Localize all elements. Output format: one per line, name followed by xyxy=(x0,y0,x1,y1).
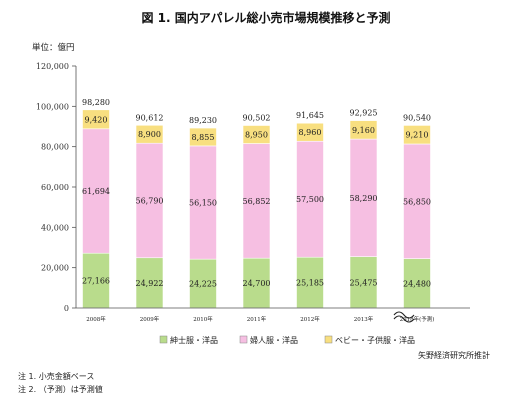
legend-label: ベビー・子供服・洋品 xyxy=(335,335,415,345)
x-tick-label: 2009年 xyxy=(140,315,160,323)
bar-segment xyxy=(349,138,378,257)
bar-value-label: 8,855 xyxy=(192,133,215,142)
note-2: 注 2. （予測）は予測値 xyxy=(18,384,103,394)
bar-segment xyxy=(135,142,164,259)
y-tick-label: 60,000 xyxy=(41,183,69,192)
bar-segment xyxy=(189,127,217,147)
bar-total-label: 92,925 xyxy=(350,109,378,118)
bar-value-label: 8,960 xyxy=(299,128,322,137)
legend-swatch xyxy=(239,335,248,344)
note-1: 注 1. 小売金額ベース xyxy=(18,371,94,381)
bar-segment xyxy=(403,258,431,309)
bar-segment xyxy=(403,143,431,259)
bar-value-label: 9,420 xyxy=(85,115,108,124)
bar-value-label: 24,480 xyxy=(403,279,431,288)
bar-value-label: 24,700 xyxy=(243,279,271,288)
bar-value-label: 25,475 xyxy=(350,278,378,287)
x-tick-label: 2011年 xyxy=(247,315,267,323)
x-tick-label: 2008年 xyxy=(86,315,106,323)
x-tick-label: 2010年 xyxy=(193,315,213,323)
legend-label: 紳士服・洋品 xyxy=(170,335,218,345)
y-axis-ticks: 0 20,000 40,000 60,000 80,000 100,000 120,000 xyxy=(36,62,76,313)
bar-total-label: 90,540 xyxy=(403,113,431,122)
bar-value-label: 8,900 xyxy=(138,130,161,139)
bar-value-label: 8,950 xyxy=(245,131,268,140)
axes xyxy=(75,66,470,309)
bar-segment xyxy=(189,145,217,260)
unit-label: 単位：億円 xyxy=(32,42,75,53)
bar-segment xyxy=(403,125,431,145)
bar-segment xyxy=(135,124,164,144)
bar-total-label: 98,280 xyxy=(82,98,110,107)
x-tick-label: 2012年 xyxy=(300,315,320,323)
bar-value-label: 56,790 xyxy=(136,196,164,205)
axis-break-icon xyxy=(393,311,415,323)
y-tick-label: 80,000 xyxy=(41,143,69,152)
bars: 27,166 61,694 9,420 98,280 24,922 56,790 8,900… xyxy=(82,98,431,309)
bar-segment xyxy=(349,256,378,309)
bar-segment xyxy=(189,258,217,309)
bar-segment xyxy=(242,143,271,259)
bar-value-label: 24,225 xyxy=(189,280,217,289)
y-tick-label: 0 xyxy=(64,304,69,313)
bar-total-label: 89,230 xyxy=(189,116,217,125)
legend: 紳士服・洋品 婦人服・洋品 ベビー・子供服・洋品 xyxy=(159,335,415,345)
y-tick-label: 20,000 xyxy=(41,264,69,273)
bar-segment xyxy=(82,128,110,254)
chart-title: 図 1. 国内アパレル総小売市場規模推移と予測 xyxy=(141,10,390,25)
bar-value-label: 24,922 xyxy=(136,279,164,288)
y-tick-label: 120,000 xyxy=(36,62,69,71)
bar-total-label: 91,645 xyxy=(296,111,324,120)
x-tick-label: 2018年(予測) xyxy=(400,315,435,323)
bar-value-label: 56,852 xyxy=(243,197,271,206)
bar-segment xyxy=(296,122,324,142)
bar-segment xyxy=(296,256,324,309)
x-axis-labels: 2008年 2009年 2010年 2011年 2012年 2013年 2018年(予測) xyxy=(86,315,434,323)
bar-value-label: 61,694 xyxy=(82,187,110,196)
y-tick-label: 100,000 xyxy=(36,102,69,111)
bar-value-label: 9,160 xyxy=(352,126,375,135)
legend-label: 婦人服・洋品 xyxy=(250,335,298,345)
bar-total-label: 90,612 xyxy=(136,113,164,122)
bar-value-label: 57,500 xyxy=(296,195,324,204)
bar-segment xyxy=(349,120,378,140)
x-tick-label: 2013年 xyxy=(354,315,374,323)
bar-value-label: 9,210 xyxy=(406,131,429,140)
bar-segment xyxy=(242,125,271,144)
bar-value-label: 56,150 xyxy=(189,199,217,208)
bar-total-label: 90,502 xyxy=(243,113,271,122)
bar-value-label: 58,290 xyxy=(350,194,378,203)
legend-swatch xyxy=(324,335,333,344)
bar-value-label: 56,850 xyxy=(403,197,431,206)
bar-segment xyxy=(82,109,110,130)
y-tick-label: 40,000 xyxy=(41,223,69,232)
bar-segment xyxy=(296,140,324,258)
legend-swatch xyxy=(159,335,168,344)
bar-value-label: 25,185 xyxy=(296,279,324,288)
source-text: 矢野経済研究所推計 xyxy=(418,350,490,360)
bar-value-label: 27,166 xyxy=(82,277,110,286)
